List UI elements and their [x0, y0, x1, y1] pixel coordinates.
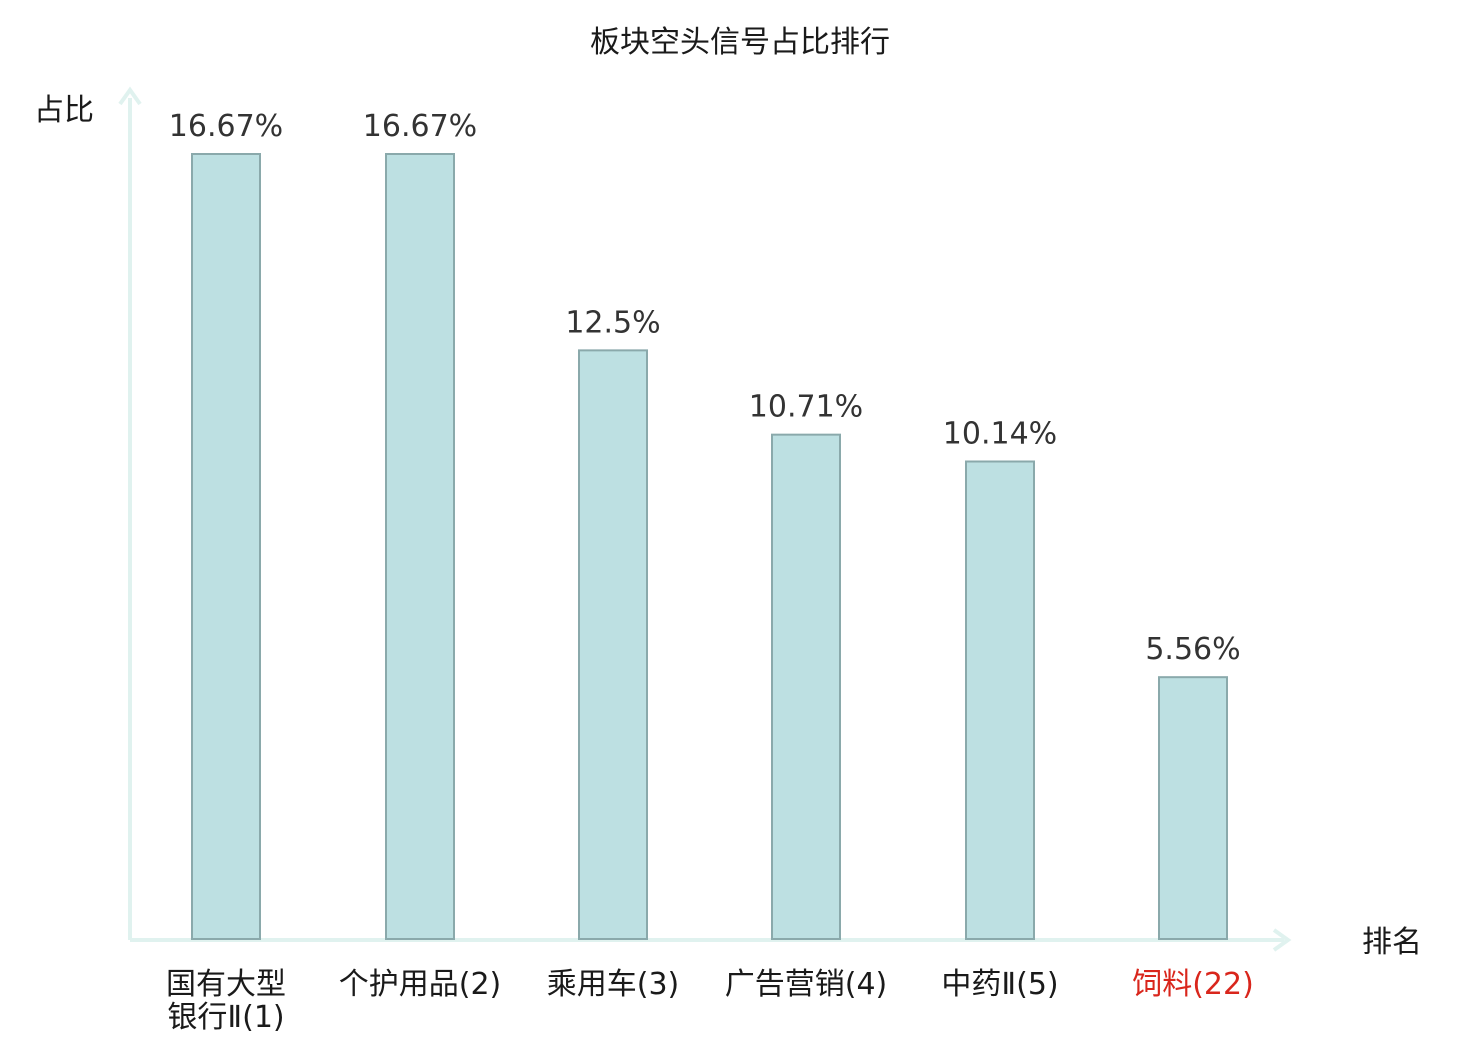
x-axis-label: 排名 — [1362, 925, 1422, 960]
x-tick-label-2: 个护用品(2) — [339, 967, 502, 1002]
bar-1 — [191, 153, 261, 940]
bar-value-label-5: 10.14% — [943, 417, 1057, 452]
y-axis-label: 占比 — [34, 93, 94, 128]
x-tick-label-1-line-1: 国有大型 — [166, 967, 286, 1002]
x-tick-label-1-line-2: 银行Ⅱ(1) — [167, 1000, 284, 1035]
bar-5 — [965, 460, 1035, 940]
bar-3 — [578, 349, 648, 940]
x-tick-label-4: 广告营销(4) — [725, 967, 888, 1002]
y-axis-arrow — [118, 86, 142, 106]
bar-value-label-2: 16.67% — [363, 109, 477, 144]
bar-2 — [385, 153, 455, 940]
bar-value-label-3: 12.5% — [565, 305, 660, 340]
bar-value-label-6: 5.56% — [1145, 632, 1240, 667]
bar-value-label-4: 10.71% — [749, 390, 863, 425]
chart-title: 板块空头信号占比排行 — [590, 25, 890, 60]
bar-6 — [1158, 676, 1228, 941]
x-tick-label-5: 中药Ⅱ(5) — [941, 967, 1058, 1002]
x-tick-label-6: 饲料(22) — [1132, 967, 1254, 1002]
bar-value-label-1: 16.67% — [169, 109, 283, 144]
x-axis-arrow — [1272, 928, 1292, 952]
x-tick-label-3: 乘用车(3) — [547, 967, 680, 1002]
bar-4 — [771, 433, 841, 940]
